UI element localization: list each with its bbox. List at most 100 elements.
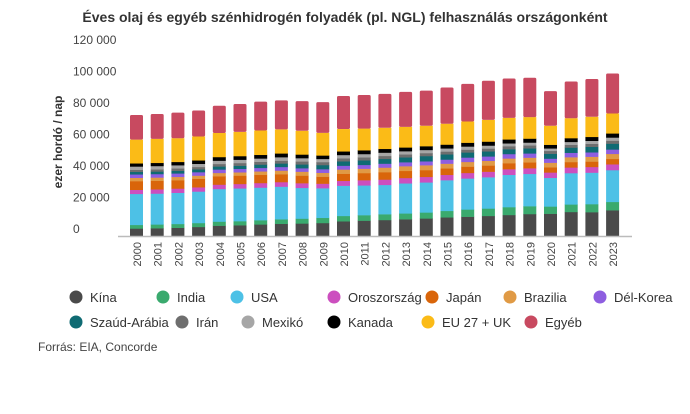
bar-segment-jap-n-2005 [233,175,247,185]
bar-segment-usa-2007 [274,186,288,220]
bar-segment-sza-d-ar-bia-2007 [274,163,288,168]
bar-segment-brazilia-2008 [295,171,309,176]
bar-segment-kanada-2003 [192,160,206,165]
x-tick-label: 2009 [318,242,330,266]
bar-segment-oroszorsz-g-2015 [440,174,454,181]
bar-segment-eu-27-uk-2012 [378,127,392,150]
bar-segment-mexik--2007 [274,157,288,161]
bar-segment-sza-d-ar-bia-2011 [357,160,371,166]
legend-label: Oroszország [348,290,422,305]
bar-segment-eu-27-uk-2023 [606,113,620,134]
bar-segment-mexik--2015 [440,148,454,152]
bar-segment-mexik--2003 [192,163,206,168]
bar-segment-india-2016 [461,209,475,217]
bar-segment-india-2012 [378,214,392,221]
bar-segment-oroszorsz-g-2009 [316,183,330,189]
bar-segment-brazilia-2020 [544,162,557,168]
bar-segment-eu-27-uk-2017 [481,119,495,142]
legend-swatch [241,315,255,329]
bar-segment-sza-d-ar-bia-2015 [440,154,454,160]
bar-segment-india-2020 [544,206,557,214]
bar-segment-k-na-2012 [378,219,392,237]
x-tick-label: 2012 [380,242,392,266]
bar-segment-d-l-korea-2015 [440,159,454,164]
bar-segment-india-2006 [254,220,268,225]
bar-segment-egy-b-2014 [419,90,433,126]
bar-segment-k-na-2005 [233,225,247,237]
bar-segment-kanada-2023 [606,133,620,138]
bar-segment-brazilia-2002 [171,176,185,181]
legend-label: Szaúd-Arábia [90,315,170,330]
legend-label: Egyéb [545,315,582,330]
bar-segment-egy-b-2015 [440,87,454,124]
y-tick-label: 0 [73,222,80,236]
bar-segment-k-na-2022 [585,212,599,237]
legend-label: Japán [446,290,481,305]
bar-segment-eu-27-uk-2021 [564,118,578,139]
bar-segment-d-l-korea-2012 [378,163,392,168]
bar-segment-oroszorsz-g-2012 [378,179,392,186]
bar-segment-india-2022 [585,204,599,213]
bar-segment-usa-2020 [544,177,557,207]
bar-segment-egy-b-2003 [192,110,206,137]
bar-segment-india-2013 [399,213,413,220]
bar-segment-india-2010 [337,215,350,222]
bar-segment-mexik--2023 [606,137,620,141]
bar-segment-kanada-2004 [212,156,226,161]
bar-segment-d-l-korea-2005 [233,168,247,173]
bar-segment-eu-27-uk-2019 [523,117,537,139]
bar-segment-oroszorsz-g-2002 [171,188,185,193]
bar-segment-oroszorsz-g-2019 [523,168,537,175]
bar-segment-ir-n-2002 [171,168,185,171]
legend-swatch [421,315,435,329]
bar-segment-sza-d-ar-bia-2013 [399,157,413,163]
legend-label: Kína [90,290,118,305]
bar-segment-kanada-2008 [295,154,309,159]
bar-segment-egy-b-2011 [357,95,371,129]
legend-label: EU 27 + UK [442,315,511,330]
bar-segment-mexik--2004 [212,160,226,165]
bar-segment-kanada-2013 [399,147,413,152]
bar-segment-d-l-korea-2017 [481,156,495,162]
bar-segment-jap-n-2003 [192,178,206,188]
bar-segment-ir-n-2022 [585,143,599,147]
bar-segment-usa-2010 [337,185,350,217]
legend-swatch [327,315,341,329]
bar-segment-ir-n-2018 [502,146,516,150]
bar-segment-usa-2000 [130,193,143,226]
bar-segment-d-l-korea-2004 [212,169,226,174]
bar-segment-ir-n-2000 [130,169,143,173]
bar-segment-sza-d-ar-bia-2000 [130,171,143,175]
bar-segment-sza-d-ar-bia-2002 [171,170,185,174]
bar-segment-kanada-2009 [316,155,330,160]
bar-segment-ir-n-2014 [419,152,433,157]
bar-segment-oroszorsz-g-2022 [585,166,599,173]
bar-segment-india-2011 [357,215,371,221]
bar-segment-brazilia-2000 [130,177,143,182]
bar-segment-brazilia-2023 [606,153,620,160]
bar-segment-india-2023 [606,201,620,211]
bar-segment-jap-n-2020 [544,167,557,173]
bar-segment-sza-d-ar-bia-2006 [254,164,268,169]
bar-segment-ir-n-2019 [523,145,537,149]
bar-segment-india-2005 [233,221,247,226]
bar-segment-eu-27-uk-2006 [254,130,268,156]
bar-segment-jap-n-2002 [171,180,185,189]
bar-segment-ir-n-2010 [337,158,350,162]
bar-segment-d-l-korea-2016 [461,157,475,163]
bar-segment-brazilia-2006 [254,171,268,176]
x-tick-label: 2007 [277,242,289,266]
x-tick-label: 2013 [401,242,413,266]
bar-segment-ir-n-2017 [481,148,495,152]
bar-segment-egy-b-2012 [378,93,392,128]
bar-segment-oroszorsz-g-2008 [295,183,309,189]
bar-segment-k-na-2017 [481,215,495,237]
bar-segment-india-2001 [150,224,164,229]
bar-segment-india-2014 [419,212,433,219]
legend-swatch [156,290,170,304]
bar-segment-d-l-korea-2014 [419,161,433,166]
bar-segment-mexik--2001 [150,165,164,170]
bar-segment-eu-27-uk-2010 [337,129,350,152]
y-tick-label: 60 000 [73,128,110,142]
